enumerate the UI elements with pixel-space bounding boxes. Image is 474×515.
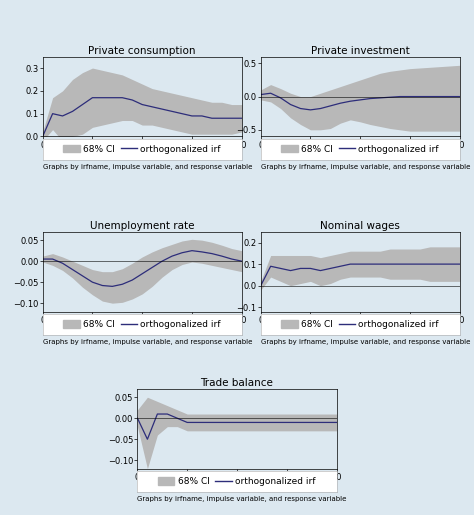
Legend: 68% CI, orthogonalized irf: 68% CI, orthogonalized irf: [280, 318, 441, 331]
Text: Graphs by irfname, impulse variable, and response variable: Graphs by irfname, impulse variable, and…: [261, 339, 470, 345]
X-axis label: step: step: [351, 151, 369, 160]
X-axis label: step: step: [133, 326, 151, 335]
Legend: 68% CI, orthogonalized irf: 68% CI, orthogonalized irf: [62, 143, 223, 156]
Title: Private investment: Private investment: [311, 46, 410, 56]
X-axis label: step: step: [351, 326, 369, 335]
Text: Graphs by irfname, impulse variable, and response variable: Graphs by irfname, impulse variable, and…: [137, 496, 347, 502]
Text: Graphs by irfname, impulse variable, and response variable: Graphs by irfname, impulse variable, and…: [261, 164, 470, 170]
Title: Trade balance: Trade balance: [201, 378, 273, 388]
X-axis label: step: step: [133, 151, 151, 160]
Text: Graphs by irfname, impulse variable, and response variable: Graphs by irfname, impulse variable, and…: [43, 339, 252, 345]
Legend: 68% CI, orthogonalized irf: 68% CI, orthogonalized irf: [156, 475, 318, 488]
Text: Graphs by irfname, impulse variable, and response variable: Graphs by irfname, impulse variable, and…: [43, 164, 252, 170]
Title: Unemployment rate: Unemployment rate: [90, 221, 194, 231]
Legend: 68% CI, orthogonalized irf: 68% CI, orthogonalized irf: [280, 143, 441, 156]
Title: Nominal wages: Nominal wages: [320, 221, 400, 231]
Legend: 68% CI, orthogonalized irf: 68% CI, orthogonalized irf: [62, 318, 223, 331]
X-axis label: step: step: [228, 483, 246, 492]
Title: Private consumption: Private consumption: [89, 46, 196, 56]
